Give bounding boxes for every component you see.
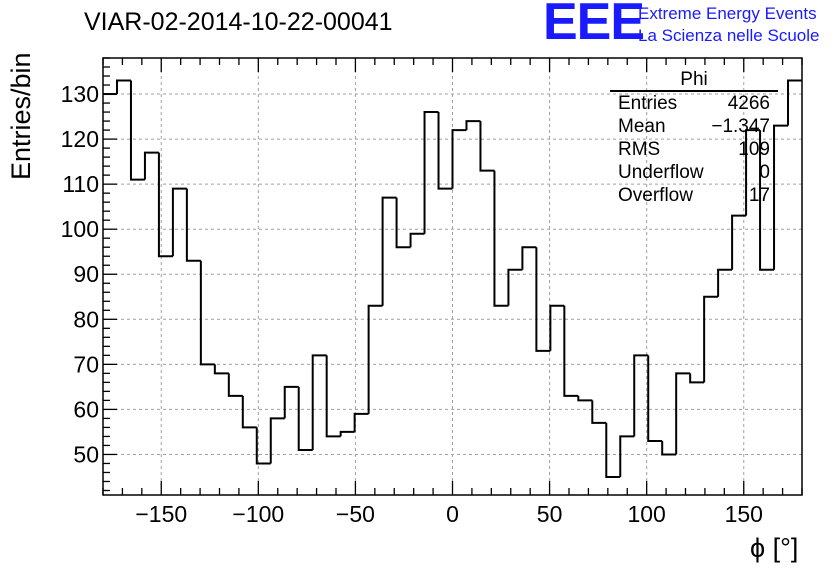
x-tick-label: 50 [537, 501, 563, 527]
y-tick-label: 130 [61, 81, 99, 107]
x-tick-label: 0 [446, 501, 459, 527]
stats-value: 4266 [727, 93, 770, 114]
stats-label: RMS [618, 139, 661, 160]
y-tick-label: 90 [73, 261, 99, 287]
stats-row-mean: Mean −1.347 [610, 115, 778, 138]
histogram-bin [395, 197, 411, 249]
histogram-bin [563, 305, 579, 397]
stats-row-underflow: Underflow 0 [610, 161, 778, 184]
histogram-bin [129, 80, 145, 181]
histogram-bin [353, 412, 369, 432]
histogram-bin [311, 354, 327, 450]
histogram-bin [493, 170, 509, 307]
histogram-bin [633, 354, 649, 437]
histogram-bin [227, 373, 243, 397]
stats-label: Mean [618, 116, 666, 137]
stats-label: Underflow [618, 162, 704, 183]
histogram-bin [269, 417, 285, 464]
y-tick-label: 100 [61, 216, 99, 242]
histogram-bin [325, 355, 341, 438]
histogram-bin [507, 268, 523, 306]
logo-line-2: La Scienza nelle Scuole [638, 26, 820, 45]
histogram-bin [675, 372, 691, 455]
stats-value: 17 [748, 185, 770, 206]
histogram-bin [143, 151, 159, 180]
x-axis-label: ϕ [°] [750, 533, 799, 563]
histogram-bin [185, 188, 201, 262]
y-tick-label: 70 [73, 351, 99, 377]
histogram-bin [115, 79, 131, 95]
stats-row-entries: Entries 4266 [610, 92, 778, 115]
y-tick-label: 120 [61, 126, 99, 152]
histogram-bin [787, 79, 802, 126]
stats-box: Phi Entries 4266 Mean −1.347 RMS 109 Und… [610, 70, 778, 207]
stats-value: 109 [738, 139, 770, 160]
histogram-bin [619, 435, 635, 477]
plot-title: VIAR-02-2014-10-22-00041 [84, 8, 393, 36]
histogram-bin [437, 112, 453, 190]
histogram-bin [577, 395, 593, 402]
stats-row-rms: RMS 109 [610, 138, 778, 161]
histogram-bin [549, 304, 565, 351]
stats-value: 0 [759, 162, 770, 183]
y-tick-label: 110 [62, 171, 99, 197]
histogram-bin [199, 260, 215, 366]
histogram-bin [661, 440, 677, 456]
histogram-bin [283, 385, 299, 419]
logo-line-1: Extreme Energy Events [638, 4, 817, 23]
histogram-bin [689, 373, 705, 384]
histogram-bin [773, 124, 789, 270]
histogram-bin [451, 129, 467, 189]
y-tick-label: 60 [73, 396, 99, 422]
histogram-bin [171, 187, 187, 257]
histogram-bin [381, 196, 397, 306]
x-tick-label: 150 [725, 501, 763, 527]
histogram-bin [647, 355, 663, 442]
histogram-bin [731, 214, 747, 270]
histogram-bin [409, 232, 425, 248]
histogram-bin [703, 295, 719, 383]
histogram-bin [423, 111, 439, 234]
histogram-bin [521, 246, 537, 270]
y-axis-label: Entries/bin [6, 52, 36, 180]
histogram-bin [241, 395, 257, 429]
histogram-bin [745, 129, 761, 216]
y-tick-label: 50 [73, 441, 99, 467]
stats-value: −1.347 [711, 116, 770, 137]
stats-title: Phi [610, 70, 778, 92]
histogram-bin [605, 422, 621, 478]
eee-logo-letters: EEE [543, 0, 645, 51]
stats-row-overflow: Overflow 17 [610, 184, 778, 207]
histogram-bin [157, 152, 173, 258]
histogram-bin [535, 247, 551, 352]
histogram-bin [213, 364, 229, 375]
x-tick-label: −100 [232, 501, 284, 527]
histogram-bin [465, 120, 481, 131]
x-tick-label: 100 [627, 501, 665, 527]
stats-label: Overflow [618, 185, 693, 206]
y-tick-label: 80 [73, 306, 99, 332]
histogram-bin [717, 268, 733, 297]
histogram-bin [297, 386, 313, 451]
histogram-bin [479, 121, 495, 172]
histogram-bin [339, 430, 355, 437]
histogram-bin [759, 130, 775, 271]
histogram-bin [255, 427, 271, 465]
histogram-bin [367, 304, 383, 414]
stats-label: Entries [618, 93, 678, 114]
histogram-bin [591, 400, 607, 424]
x-tick-label: −150 [135, 501, 187, 527]
x-tick-label: −50 [336, 501, 375, 527]
